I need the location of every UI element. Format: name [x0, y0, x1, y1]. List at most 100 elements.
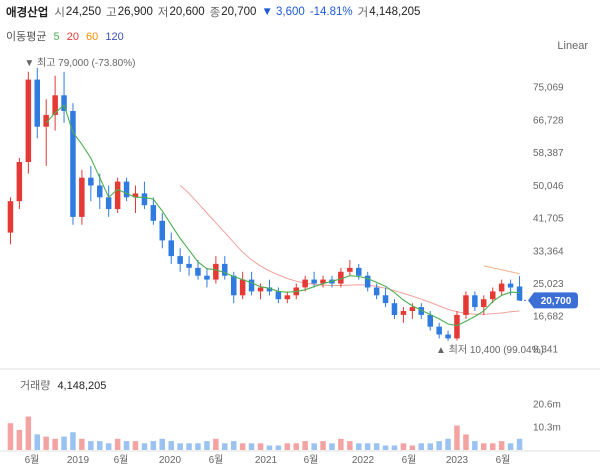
candle-body[interactable]: [436, 326, 442, 335]
volume-bar[interactable]: [186, 443, 192, 450]
volume-bar[interactable]: [150, 441, 157, 450]
volume-bar[interactable]: [507, 443, 514, 450]
candle-body[interactable]: [25, 79, 32, 162]
candle-body[interactable]: [382, 295, 389, 304]
volume-bar[interactable]: [427, 443, 434, 450]
candle-body[interactable]: [123, 181, 130, 198]
candle-body[interactable]: [97, 185, 103, 198]
candle-body[interactable]: [445, 334, 451, 339]
volume-bar[interactable]: [302, 441, 308, 450]
candle-body[interactable]: [507, 283, 514, 288]
volume-bar[interactable]: [231, 441, 237, 450]
ma-5-label[interactable]: 5: [53, 31, 60, 43]
volume-bar[interactable]: [275, 445, 282, 451]
candle-body[interactable]: [472, 295, 478, 308]
volume-bar[interactable]: [123, 441, 130, 450]
moving-average-legend[interactable]: 이동평균 5 20 60 120: [6, 28, 128, 44]
volume-bar[interactable]: [373, 443, 380, 450]
volume-bar[interactable]: [43, 436, 49, 450]
candle-body[interactable]: [168, 240, 175, 257]
candle-body[interactable]: [516, 286, 523, 301]
volume-bar[interactable]: [293, 443, 300, 450]
candle-body[interactable]: [204, 275, 210, 280]
volume-bar[interactable]: [222, 443, 228, 450]
candle-body[interactable]: [302, 279, 308, 288]
candle-body[interactable]: [481, 299, 487, 307]
volume-bar[interactable]: [34, 434, 41, 450]
candle-body[interactable]: [114, 181, 121, 210]
volume-bar[interactable]: [248, 443, 255, 450]
volume-bar[interactable]: [364, 443, 371, 450]
volume-bar[interactable]: [454, 425, 460, 451]
volume-bar[interactable]: [79, 438, 85, 450]
volume-bar[interactable]: [347, 441, 353, 450]
candle-body[interactable]: [177, 256, 183, 264]
volume-bar[interactable]: [61, 436, 67, 450]
candle-body[interactable]: [490, 291, 496, 300]
volume-bar[interactable]: [472, 441, 478, 450]
volume-bar[interactable]: [114, 438, 121, 450]
candle-body[interactable]: [239, 279, 246, 296]
candle-body[interactable]: [195, 267, 201, 276]
candle-body[interactable]: [409, 307, 416, 311]
candle-body[interactable]: [338, 271, 344, 284]
candle-body[interactable]: [498, 283, 505, 292]
candle-body[interactable]: [391, 303, 398, 315]
volume-bar[interactable]: [70, 432, 76, 450]
volume-bar[interactable]: [391, 445, 398, 451]
volume-bar[interactable]: [382, 445, 389, 451]
candle-body[interactable]: [257, 287, 264, 292]
candle-body[interactable]: [7, 201, 14, 233]
candle-body[interactable]: [222, 263, 228, 276]
volume-bar[interactable]: [141, 443, 148, 450]
candle-body[interactable]: [347, 267, 353, 272]
volume-bar[interactable]: [257, 443, 264, 450]
candle-body[interactable]: [427, 314, 434, 327]
volume-bar[interactable]: [266, 445, 273, 451]
candle-body[interactable]: [105, 197, 112, 210]
candle-body[interactable]: [418, 307, 425, 315]
volume-bar[interactable]: [168, 441, 175, 450]
candle-body[interactable]: [275, 291, 282, 300]
candle-body[interactable]: [16, 162, 23, 202]
volume-bar[interactable]: [52, 438, 58, 450]
volume-bar[interactable]: [490, 443, 496, 450]
volume-bar[interactable]: [195, 443, 201, 450]
ma-20-label[interactable]: 20: [66, 31, 79, 43]
candle-body[interactable]: [373, 287, 380, 296]
candle-body[interactable]: [320, 279, 326, 284]
volume-bar[interactable]: [105, 443, 112, 450]
candle-body[interactable]: [88, 177, 94, 186]
volume-bar[interactable]: [409, 445, 416, 451]
candle-body[interactable]: [284, 295, 291, 300]
volume-bar[interactable]: [338, 438, 344, 450]
volume-bar[interactable]: [16, 429, 23, 450]
candle-body[interactable]: [248, 279, 255, 292]
candle-body[interactable]: [141, 193, 148, 206]
volume-bar[interactable]: [311, 443, 317, 450]
volume-bar[interactable]: [320, 441, 326, 450]
volume-bar[interactable]: [25, 416, 32, 451]
volume-bar[interactable]: [418, 443, 425, 450]
volume-bar[interactable]: [88, 441, 94, 450]
candle-body[interactable]: [186, 263, 192, 268]
candle-body[interactable]: [34, 79, 41, 127]
volume-bar[interactable]: [498, 441, 505, 450]
volume-bar[interactable]: [329, 443, 335, 450]
candle-body[interactable]: [70, 111, 76, 217]
candle-body[interactable]: [159, 220, 166, 241]
candle-body[interactable]: [213, 263, 219, 280]
volume-bar[interactable]: [516, 438, 523, 450]
ma-120-label[interactable]: 120: [105, 31, 124, 43]
candle-body[interactable]: [356, 267, 362, 276]
volume-bar[interactable]: [132, 441, 139, 450]
candle-body[interactable]: [266, 287, 273, 292]
candle-body[interactable]: [231, 275, 237, 296]
volume-bar[interactable]: [239, 443, 246, 450]
volume-bar[interactable]: [356, 443, 362, 450]
volume-bar[interactable]: [204, 441, 210, 450]
volume-bar[interactable]: [159, 438, 166, 450]
candle-body[interactable]: [43, 114, 49, 127]
volume-bar[interactable]: [400, 443, 407, 450]
